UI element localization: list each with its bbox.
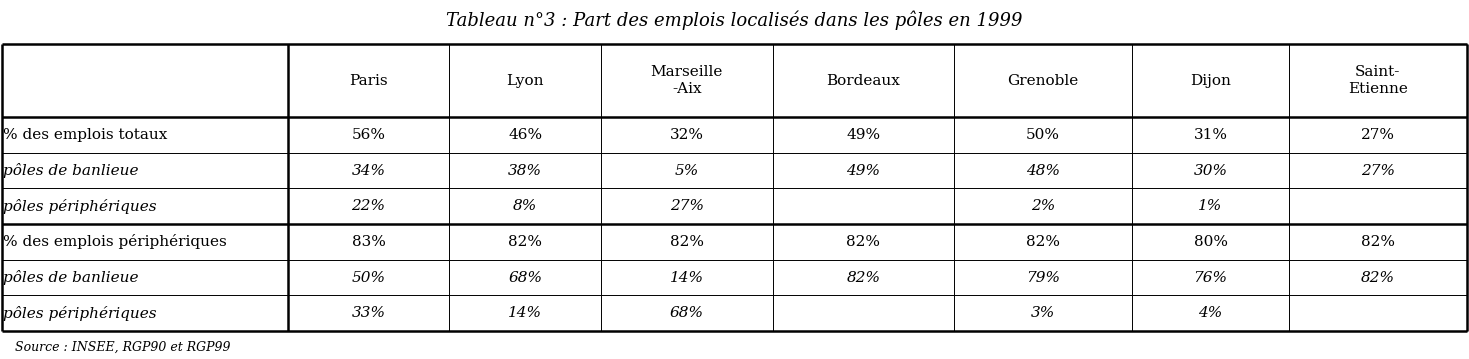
Text: Dijon: Dijon	[1190, 74, 1231, 88]
Text: 38%: 38%	[508, 164, 542, 178]
Text: % des emplois totaux: % des emplois totaux	[3, 128, 167, 142]
Text: Marseille
-Aix: Marseille -Aix	[651, 65, 723, 96]
Text: 68%: 68%	[508, 271, 542, 285]
Text: 82%: 82%	[1360, 235, 1396, 249]
Text: 82%: 82%	[846, 235, 880, 249]
Text: pôles de banlieue: pôles de banlieue	[3, 163, 138, 178]
Text: 49%: 49%	[846, 128, 880, 142]
Text: 76%: 76%	[1193, 271, 1228, 285]
Text: 14%: 14%	[508, 306, 542, 320]
Text: 27%: 27%	[1360, 128, 1396, 142]
Text: 1%: 1%	[1199, 199, 1222, 213]
Text: Source : INSEE, RGP90 et RGP99: Source : INSEE, RGP90 et RGP99	[15, 341, 231, 354]
Text: 8%: 8%	[513, 199, 538, 213]
Text: pôles périphériques: pôles périphériques	[3, 306, 157, 321]
Text: 34%: 34%	[351, 164, 385, 178]
Text: 31%: 31%	[1193, 128, 1228, 142]
Text: Lyon: Lyon	[507, 74, 544, 88]
Text: 27%: 27%	[1360, 164, 1396, 178]
Text: Tableau n°3 : Part des emplois localisés dans les pôles en 1999: Tableau n°3 : Part des emplois localisés…	[447, 10, 1022, 29]
Text: 82%: 82%	[1360, 271, 1396, 285]
Text: pôles périphériques: pôles périphériques	[3, 199, 157, 214]
Text: 33%: 33%	[351, 306, 385, 320]
Text: Paris: Paris	[350, 74, 388, 88]
Text: 80%: 80%	[1193, 235, 1228, 249]
Text: 14%: 14%	[670, 271, 704, 285]
Text: 83%: 83%	[351, 235, 385, 249]
Text: 82%: 82%	[1027, 235, 1061, 249]
Text: 48%: 48%	[1027, 164, 1061, 178]
Text: 32%: 32%	[670, 128, 704, 142]
Text: 3%: 3%	[1031, 306, 1055, 320]
Text: % des emplois périphériques: % des emplois périphériques	[3, 234, 226, 250]
Text: Saint-
Etienne: Saint- Etienne	[1349, 65, 1407, 96]
Text: 56%: 56%	[351, 128, 385, 142]
Text: 2%: 2%	[1031, 199, 1055, 213]
Text: 5%: 5%	[674, 164, 699, 178]
Text: 4%: 4%	[1199, 306, 1222, 320]
Text: 46%: 46%	[508, 128, 542, 142]
Text: 82%: 82%	[670, 235, 704, 249]
Text: 79%: 79%	[1027, 271, 1061, 285]
Text: 50%: 50%	[351, 271, 385, 285]
Text: pôles de banlieue: pôles de banlieue	[3, 270, 138, 285]
Text: 22%: 22%	[351, 199, 385, 213]
Text: 82%: 82%	[846, 271, 880, 285]
Text: 50%: 50%	[1027, 128, 1061, 142]
Text: Grenoble: Grenoble	[1008, 74, 1078, 88]
Text: 68%: 68%	[670, 306, 704, 320]
Text: 49%: 49%	[846, 164, 880, 178]
Text: 30%: 30%	[1193, 164, 1228, 178]
Text: Bordeaux: Bordeaux	[827, 74, 900, 88]
Text: 82%: 82%	[508, 235, 542, 249]
Text: 27%: 27%	[670, 199, 704, 213]
